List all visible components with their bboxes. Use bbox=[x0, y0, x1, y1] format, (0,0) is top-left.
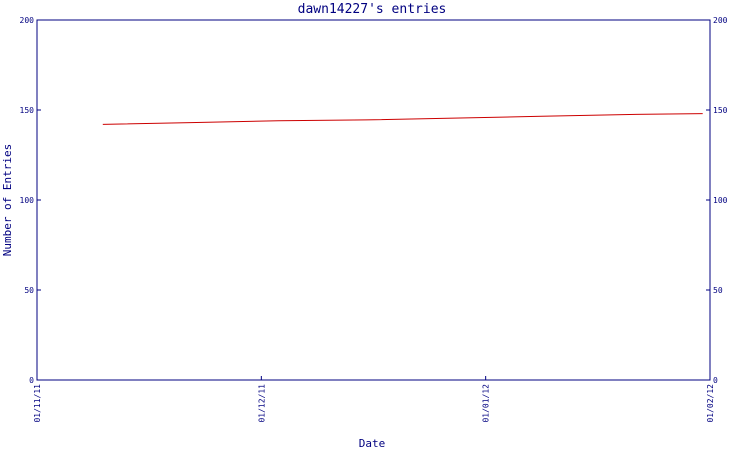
y-tick-label-right: 0 bbox=[713, 376, 718, 385]
series-line bbox=[102, 113, 703, 125]
y-tick-label-left: 150 bbox=[20, 106, 35, 115]
y-tick-label-left: 0 bbox=[29, 376, 34, 385]
y-tick-label-left: 50 bbox=[24, 286, 34, 295]
x-tick-label: 01/11/11 bbox=[33, 384, 42, 423]
y-tick-label-left: 100 bbox=[20, 196, 35, 205]
y-tick-label-right: 150 bbox=[713, 106, 728, 115]
y-tick-label-right: 50 bbox=[713, 286, 723, 295]
ticks-layer: 0 0 50 50 100 100 150 150 200 200 01/11/11 01/12/11… bbox=[20, 16, 728, 423]
plot-frame bbox=[36, 19, 711, 381]
y-tick-label-right: 200 bbox=[713, 16, 728, 25]
x-tick-label: 01/02/12 bbox=[706, 384, 715, 423]
y-tick-label-right: 100 bbox=[713, 196, 728, 205]
x-tick-label: 01/12/11 bbox=[257, 384, 266, 423]
y-tick-label-left: 200 bbox=[20, 16, 35, 25]
x-tick-label: 01/01/12 bbox=[482, 384, 491, 423]
series-layer bbox=[102, 113, 703, 125]
x-axis-label: Date bbox=[359, 437, 386, 450]
y-axis-label: Number of Entries bbox=[1, 144, 14, 257]
chart-title: dawn14227's entries bbox=[298, 2, 447, 17]
